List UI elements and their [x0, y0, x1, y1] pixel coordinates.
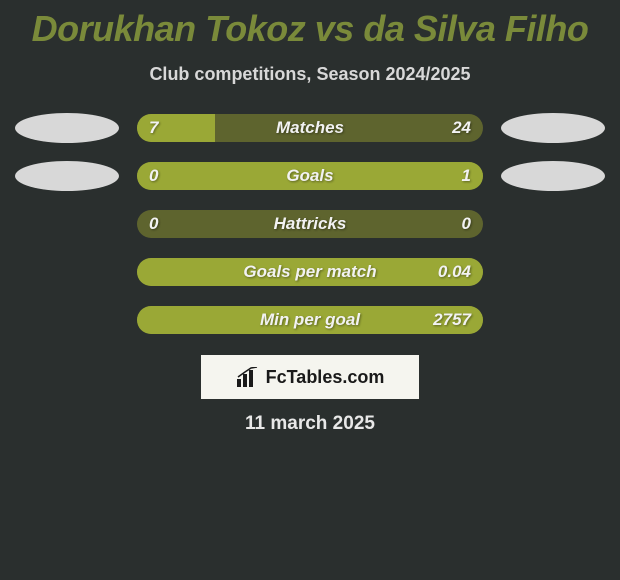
stat-label: Goals per match — [137, 258, 483, 286]
date-label: 11 march 2025 — [0, 413, 620, 435]
stats-list: 724Matches 01Goals 00Hattricks 0.04Goals pe… — [0, 113, 620, 335]
player-left-avatar — [15, 113, 119, 143]
stat-label: Matches — [137, 114, 483, 142]
subtitle: Club competitions, Season 2024/2025 — [0, 64, 620, 85]
stat-bar: 0.04Goals per match — [137, 258, 483, 286]
bar-chart-icon — [236, 367, 260, 387]
page-title: Dorukhan Tokoz vs da Silva Filho — [0, 8, 620, 50]
stat-row: 724Matches — [0, 113, 620, 143]
brand-badge: FcTables.com — [201, 355, 419, 399]
stat-label: Min per goal — [137, 306, 483, 334]
brand-text: FcTables.com — [266, 367, 385, 388]
stat-bar: 2757Min per goal — [137, 306, 483, 334]
player-right-avatar — [501, 113, 605, 143]
stat-label: Goals — [137, 162, 483, 190]
stat-row: 00Hattricks — [0, 209, 620, 239]
stat-bar: 00Hattricks — [137, 210, 483, 238]
stat-row: 01Goals — [0, 161, 620, 191]
stat-bar: 01Goals — [137, 162, 483, 190]
stat-row: 0.04Goals per match — [0, 257, 620, 287]
infographic-container: Dorukhan Tokoz vs da Silva Filho Club co… — [0, 0, 620, 435]
stat-label: Hattricks — [137, 210, 483, 238]
player-left-avatar — [15, 161, 119, 191]
player-right-avatar — [501, 161, 605, 191]
stat-bar: 724Matches — [137, 114, 483, 142]
stat-row: 2757Min per goal — [0, 305, 620, 335]
